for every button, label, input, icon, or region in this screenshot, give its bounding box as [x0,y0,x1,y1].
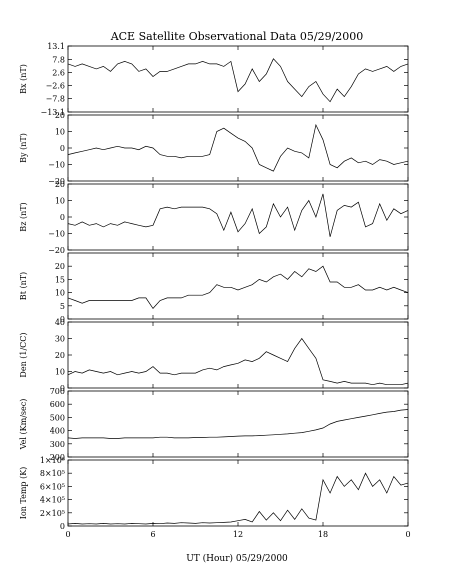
y-tick-label: 1×10⁶ [40,456,65,465]
y-axis-label: Bt (nT) [19,272,28,300]
series-line-vel [67,409,409,439]
y-tick-label: −10 [48,230,65,239]
series-line-by [67,123,409,172]
y-tick-label: 400 [50,427,65,436]
y-tick-label: 20 [55,111,65,120]
panel-by: 20 10 0 −10 −20 By (nT) [19,111,409,186]
y-tick-label: 200 [50,453,65,462]
y-tick-label: 700 [50,387,65,396]
panel-frame [67,459,409,527]
y-tick-label: 10 [55,197,65,206]
y-tick-label: −20 [48,177,65,186]
x-tick-label: 12 [233,530,243,539]
y-tick-label: −13.1 [40,108,65,117]
y-tick-label: 8×10⁵ [40,469,65,478]
panel-frame [67,321,409,389]
x-axis-labels: 0 6 12 18 0 [65,530,410,539]
x-tick-label: 0 [405,530,410,539]
panel-frame [67,114,409,182]
y-tick-label: 40 [55,318,65,327]
y-tick-label: 7.8 [52,55,65,64]
y-tick-label: 30 [55,335,65,344]
x-tick-label: 6 [150,530,155,539]
panel-frame [67,183,409,251]
panel-bz: 20 10 0 −10 −20 Bz (nT) [19,180,409,255]
y-tick-label: 300 [50,440,65,449]
y-tick-label: 2×10⁵ [40,509,65,518]
y-tick-label: 2.6 [52,68,65,77]
y-axis-label: Den (1/CC) [19,332,28,377]
panel-bt: 0 5 10 15 20 Bt (nT) [19,252,409,324]
series-line-temp [67,472,409,525]
y-tick-label: 600 [50,400,65,409]
x-axis-title: UT (Hour) 05/29/2000 [186,553,288,564]
y-tick-label: −2.6 [46,82,65,91]
y-tick-label: 0 [60,144,65,153]
y-tick-label: 0 [60,384,65,393]
y-tick-label: 0 [60,213,65,222]
chart-title: ACE Satellite Observational Data 05/29/2… [110,30,364,43]
panel-frame [67,390,409,458]
y-tick-label: 20 [55,351,65,360]
series-line-bt [67,265,409,309]
y-tick-label: 0 [60,522,65,531]
y-tick-label: −7.8 [46,95,65,104]
y-tick-label: 4×10⁵ [40,496,65,505]
y-tick-label: 13.1 [47,42,65,51]
panels: 13.1 7.8 2.6 −2.6 −7.8 −13.1 Bx (nT) 20 10 0 −10 −2… [19,42,409,531]
y-tick-label: 10 [55,368,65,377]
panel-vel: 200 300 400 500 600 700 Vel (Km/sec) [19,387,409,462]
series-line-bz [67,193,409,237]
y-tick-label: −10 [48,161,65,170]
y-axis-label: Bx (nT) [19,64,28,94]
y-tick-label: −20 [48,246,65,255]
y-tick-label: 10 [55,128,65,137]
y-tick-label: 20 [55,262,65,271]
panel-frame [67,45,409,113]
series-line-den [67,337,409,386]
y-tick-label: 20 [55,180,65,189]
y-tick-label: 15 [55,275,65,284]
y-axis-label: Bz (nT) [19,202,28,231]
panel-bx: 13.1 7.8 2.6 −2.6 −7.8 −13.1 Bx (nT) [19,42,409,117]
series-line-bx [67,58,409,103]
panel-frame [67,252,409,320]
y-axis-label: Vel (Km/sec) [19,399,28,451]
y-tick-label: 10 [55,289,65,298]
y-tick-label: 6×10⁵ [40,482,65,491]
y-axis-label: By (nT) [19,133,28,163]
y-tick-label: 500 [50,413,65,422]
panel-temp: 0 2×10⁵ 4×10⁵ 6×10⁵ 8×10⁵ 1×10⁶ Ion Temp (K) [19,456,409,531]
x-tick-label: 0 [65,530,70,539]
panel-den: 0 10 20 30 40 Den (1/CC) [19,318,409,393]
x-tick-label: 18 [318,530,328,539]
y-axis-label: Ion Temp (K) [19,467,28,520]
y-tick-label: 0 [60,315,65,324]
y-tick-label: 5 [60,302,65,311]
